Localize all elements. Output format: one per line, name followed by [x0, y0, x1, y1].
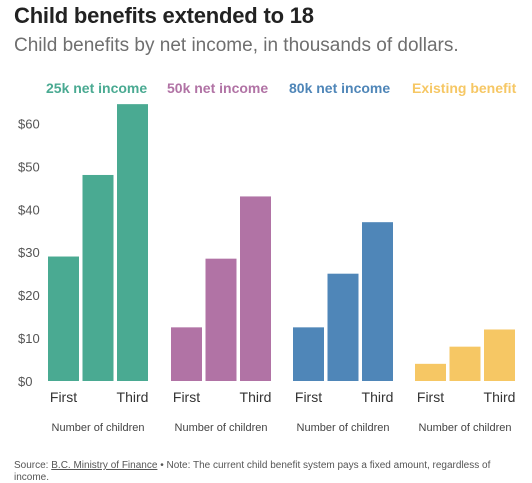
y-tick-label: $10 — [18, 331, 40, 346]
bar-first — [48, 256, 79, 381]
x-axis-label: Number of children — [297, 422, 390, 434]
bar-first — [415, 363, 446, 381]
x-axis-label: Number of children — [52, 422, 145, 434]
x-tick-label: First — [50, 389, 77, 405]
bar-third — [117, 104, 148, 382]
chart-title: Child benefits extended to 18 — [14, 3, 314, 28]
source-label: Source: — [14, 460, 49, 471]
bar-first — [171, 327, 202, 381]
footer-separator: • — [160, 460, 164, 471]
y-tick-label: $20 — [18, 288, 40, 303]
x-axis-label: Number of children — [419, 422, 512, 434]
y-tick-label: $50 — [18, 159, 40, 174]
source-link[interactable]: B.C. Ministry of Finance — [51, 460, 158, 471]
x-tick-label: First — [417, 389, 444, 405]
panel-title: 80k net income — [289, 80, 390, 96]
y-tick-label: $40 — [18, 202, 40, 217]
chart-footer: Source: B.C. Ministry of Finance • Note:… — [14, 460, 519, 483]
bar-chart-small-multiples: $0 $10 $20 $30 $40 $50 $60 25k net income First T… — [18, 80, 517, 434]
x-tick-label: Third — [117, 389, 149, 405]
x-tick-label: Third — [362, 389, 394, 405]
bar-second — [205, 258, 237, 381]
bar-second — [327, 273, 359, 381]
panel-title: 50k net income — [167, 80, 268, 96]
bar-second — [82, 174, 114, 381]
x-tick-label: First — [173, 389, 200, 405]
bar-second — [449, 346, 481, 381]
x-tick-label: Third — [484, 389, 516, 405]
x-tick-label: First — [295, 389, 322, 405]
chart-subtitle: Child benefits by net income, in thousan… — [14, 35, 459, 56]
x-tick-label: Third — [240, 389, 272, 405]
panel-title: 25k net income — [46, 80, 147, 96]
panel-title: Existing benefit — [412, 80, 517, 96]
y-tick-label: $0 — [18, 374, 32, 389]
bar-third — [240, 196, 271, 381]
bar-first — [293, 327, 324, 381]
bar-third — [484, 329, 515, 381]
footer-note: Note: The current child benefit system p… — [14, 460, 491, 483]
x-axis-label: Number of children — [175, 422, 268, 434]
bar-third — [362, 222, 393, 381]
y-tick-label: $60 — [18, 116, 40, 131]
y-tick-label: $30 — [18, 245, 40, 260]
